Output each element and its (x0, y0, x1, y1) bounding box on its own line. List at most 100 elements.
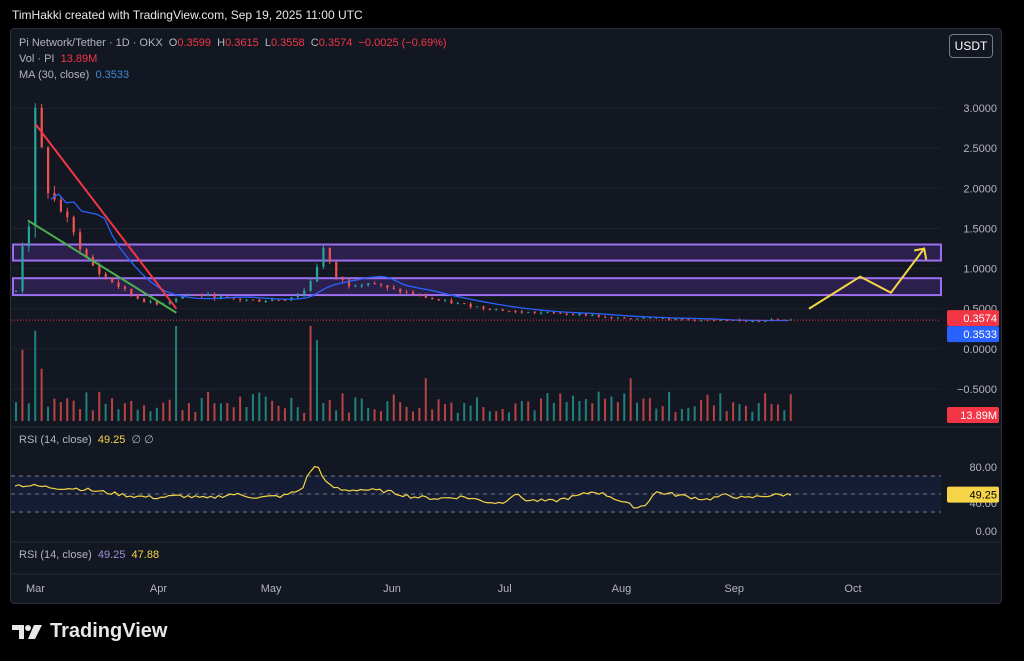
candle-body (303, 290, 306, 296)
ma-line (50, 193, 789, 322)
volume-bar (520, 401, 523, 421)
candle-body (610, 316, 613, 319)
candle-body (764, 320, 767, 322)
volume-bar (290, 397, 293, 421)
volume-bar (501, 408, 504, 421)
volume-bar (744, 405, 747, 421)
volume-bar (226, 403, 229, 421)
candle-body (495, 309, 498, 311)
last-price-tag-bg (947, 310, 999, 327)
price-tick-label: 0.0000 (963, 344, 997, 356)
x-axis-month-label: Mar (26, 583, 45, 595)
rsi2-label: RSI (14, close) (19, 549, 92, 561)
volume-bar (789, 394, 792, 421)
candle-body (98, 265, 101, 274)
candle-body (648, 317, 652, 319)
candle-body (322, 247, 325, 267)
chart-caption: TimHakki created with TradingView.com, S… (12, 8, 363, 22)
candle-body (661, 317, 664, 319)
candle-body (123, 286, 127, 289)
rsi2-legend: RSI (14, close) 49.25 47.88 (19, 549, 159, 561)
rsi-label: RSI (14, close) (19, 434, 92, 446)
candle-body (175, 298, 178, 302)
candle-body (693, 319, 696, 321)
volume-bar (764, 393, 767, 421)
volume-bar (680, 408, 683, 421)
candle-body (437, 299, 440, 301)
volume-bar (264, 396, 267, 421)
volume-bar (469, 405, 472, 421)
low-label: L (264, 37, 271, 49)
volume-bar (200, 398, 203, 421)
symbol-label: Pi Network/Tether · 1D · OKX (19, 37, 163, 49)
volume-bar (700, 399, 703, 421)
x-axis-month-label: Jun (383, 583, 401, 595)
volume-bar (111, 398, 114, 421)
rsi-tag-bg (947, 486, 999, 503)
chart-canvas[interactable]: 3.00002.50002.00001.50001.00000.50000.00… (11, 29, 1001, 603)
high-value: 0.3615 (225, 37, 259, 49)
candle-body (546, 312, 549, 314)
candle-body (597, 315, 600, 317)
x-axis-month-label: Aug (612, 583, 632, 595)
candle-body (751, 320, 754, 322)
volume-bar (437, 399, 440, 421)
candle-body (59, 199, 63, 212)
volume-bar (572, 395, 575, 421)
price-tick-label: 2.0000 (963, 183, 997, 195)
candle-body (604, 316, 607, 318)
volume-bar (757, 402, 760, 421)
symbol-legend: Pi Network/Tether · 1D · OKX O0.3599 H0.… (19, 37, 447, 49)
candle-body (258, 299, 261, 302)
volume-bar (399, 402, 402, 421)
candle-body (552, 312, 556, 314)
candle-body (418, 294, 421, 296)
volume-bar (347, 412, 350, 421)
volume-bar (476, 397, 478, 421)
candle-body (565, 313, 568, 315)
tradingview-logo[interactable]: TradingView (12, 620, 167, 643)
candle-body (533, 311, 536, 313)
candle-body (34, 107, 37, 227)
candle-body (104, 273, 107, 278)
volume-bar (751, 411, 754, 421)
candle-body (636, 318, 639, 320)
candle-body (111, 277, 114, 283)
candle-body (584, 313, 588, 316)
candle-body (283, 299, 287, 301)
candle-body (514, 311, 517, 313)
candle-body (315, 266, 319, 282)
volume-bar (66, 398, 69, 421)
volume-bar (162, 402, 165, 421)
ma-value: 0.3533 (95, 69, 130, 81)
volume-bar (143, 405, 146, 421)
volume-bar (367, 407, 370, 421)
volume-bar (674, 412, 677, 421)
ma-price-tag: 0.3533 (963, 329, 997, 341)
candle-body (591, 315, 594, 317)
last-price-tag: 0.3574 (963, 313, 997, 325)
volume-bar (642, 398, 645, 421)
volume-bar (187, 403, 190, 421)
chart-frame: 3.0000 2.5000 2.0000 1.5000 1.0000 0.5000 0.00… (10, 28, 1002, 604)
candle-body (264, 300, 267, 302)
volume-bar (181, 410, 184, 421)
volume-bar (168, 399, 171, 421)
candle-body (245, 299, 248, 301)
volume-bar (668, 391, 671, 421)
high-label: H (217, 37, 226, 49)
candle-body (527, 311, 530, 313)
currency-button[interactable]: USDT (949, 34, 993, 58)
volume-bar (123, 403, 126, 421)
candle-body (392, 287, 395, 290)
candle-body (296, 295, 299, 298)
volume-bar (194, 411, 197, 421)
volume-bar (155, 407, 158, 421)
price-tick-label: 1.5000 (963, 223, 997, 235)
candle-body (168, 301, 171, 304)
volume-bar (732, 402, 735, 421)
volume-bar (463, 403, 466, 421)
volume-value: 13.89M (60, 53, 98, 65)
candle-body (616, 317, 620, 319)
candle-body (367, 283, 370, 286)
